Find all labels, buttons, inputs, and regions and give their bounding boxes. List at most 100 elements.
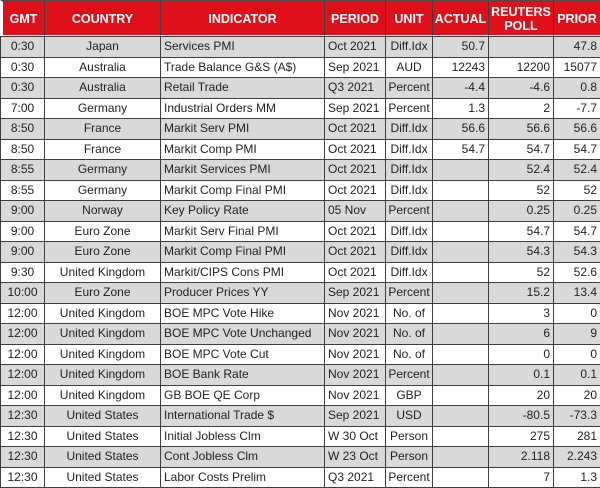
cell-indicator: BOE MPC Vote Cut [160,343,324,364]
cell-actual [432,343,488,364]
cell-unit: Diff.Idx [385,179,432,200]
cell-unit: Percent [385,77,432,98]
cell-period: Nov 2021 [324,384,385,405]
cell-prior: 0.25 [553,200,600,221]
cell-country: Euro Zone [44,282,160,303]
cell-reuters-poll: -80.5 [488,405,553,426]
cell-actual [432,405,488,426]
cell-prior: 0.8 [553,77,600,98]
cell-unit: Percent [385,200,432,221]
cell-prior: 0 [553,343,600,364]
cell-prior: 54.7 [553,138,600,159]
cell-reuters-poll: 7 [488,466,553,488]
cell-prior: 52 [553,179,600,200]
cell-gmt: 9:00 [0,241,44,262]
table-row: 12:00 United Kingdom BOE MPC Vote Unchan… [0,323,600,344]
cell-period: Sep 2021 [324,56,385,77]
cell-period: Oct 2021 [324,138,385,159]
table-row: 8:55 Germany Markit Services PMI Oct 202… [0,159,600,180]
cell-gmt: 12:00 [0,384,44,405]
cell-country: United Kingdom [44,323,160,344]
cell-unit: Percent [385,364,432,385]
cell-reuters-poll: 52 [488,261,553,282]
cell-actual: 56.6 [432,118,488,139]
cell-gmt: 12:00 [0,302,44,323]
cell-indicator: BOE MPC Vote Unchanged [160,323,324,344]
cell-period: Oct 2021 [324,261,385,282]
table-row: 7:00 Germany Industrial Orders MM Sep 20… [0,97,600,118]
cell-unit: No. of [385,323,432,344]
cell-actual [432,466,488,488]
cell-prior: 54.7 [553,220,600,241]
column-header-gmt: GMT [0,0,44,36]
cell-actual: 1.3 [432,97,488,118]
table-row: 12:30 United States International Trade … [0,405,600,426]
table-row: 8:55 Germany Markit Comp Final PMI Oct 2… [0,179,600,200]
cell-reuters-poll [488,36,553,57]
cell-reuters-poll: 54.3 [488,241,553,262]
cell-gmt: 12:30 [0,446,44,467]
table-body: 0:30 Japan Services PMI Oct 2021 Diff.Id… [0,36,600,488]
cell-indicator: Labor Costs Prelim [160,466,324,488]
cell-reuters-poll: 52 [488,179,553,200]
cell-country: United Kingdom [44,343,160,364]
cell-reuters-poll: 3 [488,302,553,323]
cell-reuters-poll: 52.4 [488,159,553,180]
cell-gmt: 9:00 [0,220,44,241]
cell-actual [432,446,488,467]
cell-indicator: Trade Balance G&S (A$) [160,56,324,77]
cell-prior: -7.7 [553,97,600,118]
cell-indicator: Markit Services PMI [160,159,324,180]
cell-unit: Diff.Idx [385,36,432,57]
cell-country: Japan [44,36,160,57]
cell-period: Nov 2021 [324,343,385,364]
cell-country: Australia [44,56,160,77]
cell-indicator: Markit Serv PMI [160,118,324,139]
cell-unit: No. of [385,302,432,323]
cell-prior: 1.3 [553,466,600,488]
cell-prior: 0.1 [553,364,600,385]
table-row: 0:30 Australia Retail Trade Q3 2021 Perc… [0,77,600,98]
cell-actual [432,384,488,405]
cell-actual [432,323,488,344]
cell-unit: Person [385,425,432,446]
cell-period: Oct 2021 [324,36,385,57]
cell-unit: Percent [385,97,432,118]
cell-actual [432,302,488,323]
table-row: 12:00 United Kingdom BOE MPC Vote Cut No… [0,343,600,364]
cell-reuters-poll: 2.118 [488,446,553,467]
table-row: 8:50 France Markit Serv PMI Oct 2021 Dif… [0,118,600,139]
cell-actual: -4.4 [432,77,488,98]
table-row: 9:00 Euro Zone Markit Serv Final PMI Oct… [0,220,600,241]
cell-indicator: Markit Serv Final PMI [160,220,324,241]
table-row: 12:00 United Kingdom GB BOE QE Corp Nov … [0,384,600,405]
column-header-unit: UNIT [385,0,432,36]
cell-actual [432,261,488,282]
cell-gmt: 12:00 [0,343,44,364]
cell-indicator: Retail Trade [160,77,324,98]
cell-unit: USD [385,405,432,426]
cell-actual [432,179,488,200]
cell-actual [432,282,488,303]
cell-reuters-poll: 275 [488,425,553,446]
table-row: 10:00 Euro Zone Producer Prices YY Sep 2… [0,282,600,303]
cell-country: United Kingdom [44,261,160,282]
cell-reuters-poll: -4.6 [488,77,553,98]
cell-reuters-poll: 6 [488,323,553,344]
cell-prior: 281 [553,425,600,446]
cell-reuters-poll: 2 [488,97,553,118]
column-header-reuters-poll: REUTERS POLL [488,0,553,36]
cell-gmt: 9:00 [0,200,44,221]
cell-gmt: 0:30 [0,77,44,98]
cell-reuters-poll: 54.7 [488,138,553,159]
cell-gmt: 0:30 [0,36,44,57]
cell-prior: 13.4 [553,282,600,303]
cell-country: Australia [44,77,160,98]
cell-gmt: 12:00 [0,323,44,344]
table-row: 9:30 United Kingdom Markit/CIPS Cons PMI… [0,261,600,282]
cell-actual [432,241,488,262]
cell-indicator: Initial Jobless Clm [160,425,324,446]
table-row: 12:00 United Kingdom BOE Bank Rate Nov 2… [0,364,600,385]
cell-prior: 52.4 [553,159,600,180]
